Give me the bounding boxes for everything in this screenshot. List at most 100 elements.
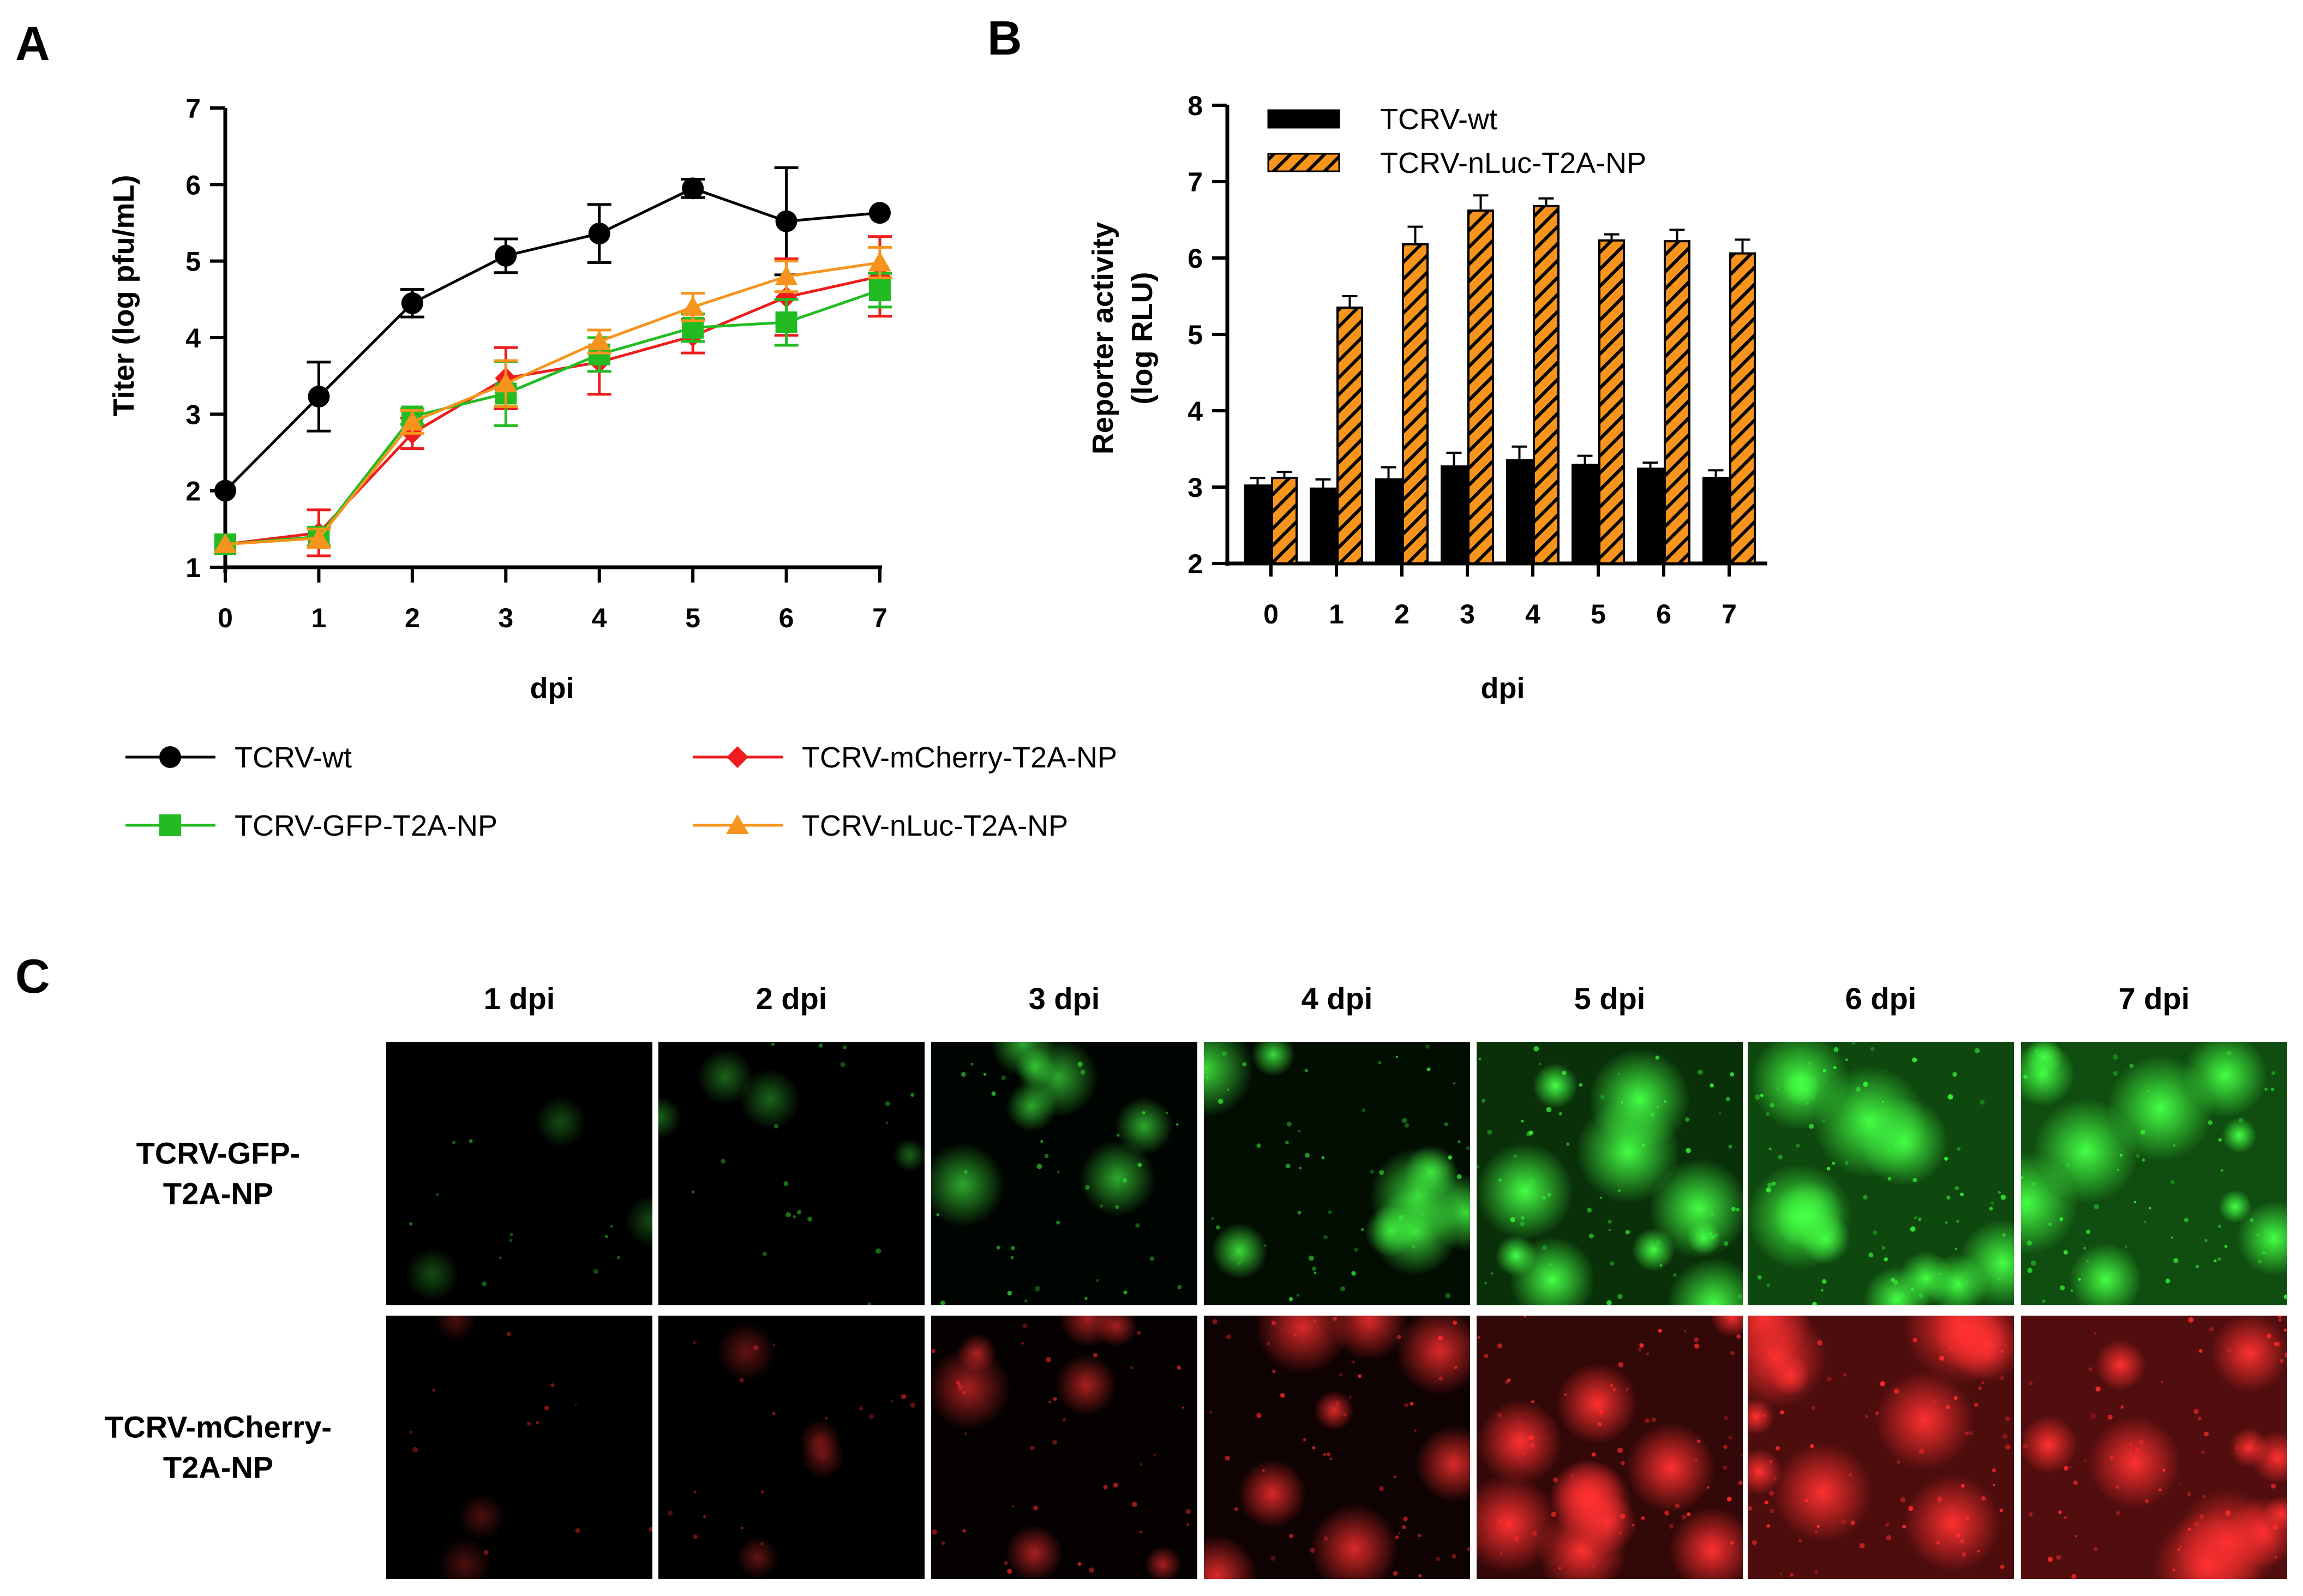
panel-c-speck [1780, 1410, 1784, 1414]
panel-c-cell-blob [1115, 1097, 1173, 1155]
panel-c-speck [1454, 1366, 1458, 1369]
panel-c-speck [2262, 1251, 2266, 1255]
panel-b-y-axis-title-line2: (log RLU) [1126, 272, 1159, 405]
panel-c-speck [2202, 1495, 2206, 1498]
panel-c-speck [2271, 1483, 2276, 1489]
panel-a-y-tick-label: 7 [185, 93, 201, 124]
panel-b-bar [1572, 464, 1598, 565]
panel-a-x-tick-label: 0 [218, 603, 233, 633]
panel-c-speck [1542, 1195, 1546, 1200]
panel-c-speck [2264, 1088, 2268, 1091]
panel-c-speck [1323, 1453, 1327, 1456]
panel-c-speck [1048, 1401, 1051, 1403]
panel-c-speck [1398, 1532, 1401, 1535]
panel-c-speck [2129, 1064, 2134, 1069]
panel-c-cell-blob [1864, 1266, 1930, 1305]
panel-c-speck [2158, 1488, 2162, 1491]
panel-c-speck [2000, 1195, 2006, 1200]
panel-c-speck [1558, 1112, 1562, 1115]
panel-c-speck [1773, 1477, 1777, 1480]
panel-c-speck [825, 1417, 828, 1420]
panel-a-y-tick-label: 2 [185, 476, 201, 507]
panel-c-speck [1298, 1130, 1301, 1132]
panel-c-speck [2119, 1154, 2123, 1157]
panel-c-speck [1618, 1531, 1622, 1535]
panel-c-speck [1358, 1374, 1362, 1378]
panel-c-speck [1780, 1336, 1785, 1341]
panel-c-speck [409, 1431, 412, 1434]
panel-c-speck [1806, 1102, 1809, 1105]
panel-c-speck [526, 1421, 531, 1426]
panel-c-speck [1789, 1573, 1794, 1577]
panel-a-series-line [224, 187, 880, 492]
panel-c-cell-blob [1748, 1448, 1783, 1495]
panel-c-speck [1267, 1342, 1270, 1346]
panel-c-speck [1999, 1508, 2003, 1513]
panel-c-speck [2133, 1201, 2137, 1204]
panel-c-speck [2063, 1250, 2068, 1255]
panel-c-speck [1760, 1094, 1764, 1097]
panel-c-speck [703, 1515, 706, 1519]
panel-c-speck [1122, 1178, 1127, 1183]
panel-c-speck [2038, 1069, 2042, 1073]
panel-c-speck [1965, 1515, 1970, 1520]
panel-c-speck [2227, 1348, 2231, 1352]
panel-c-speck [1884, 1257, 1888, 1262]
panel-a-data-point [307, 527, 331, 547]
panel-c-speck [1736, 1208, 1740, 1211]
panel-c-speck [1323, 1235, 1328, 1239]
panel-c-speck [2030, 1260, 2036, 1266]
panel-c-speck [1558, 1567, 1561, 1570]
panel-c-speck [1100, 1204, 1103, 1208]
panel-c-speck [1723, 1415, 1729, 1420]
panel-c-speck [1833, 1047, 1839, 1052]
panel-a-series [214, 166, 892, 557]
panel-c-speck [1978, 1386, 1982, 1390]
panel-a-series-0 [214, 166, 891, 502]
panel-a-x-tick-label: 4 [592, 603, 607, 633]
panel-c-tile-red-1 [386, 1316, 652, 1579]
panel-c-speck [2198, 1349, 2203, 1353]
panel-c-speck [1507, 1379, 1510, 1382]
panel-c-speck [2071, 1574, 2077, 1579]
panel-a-data-point [869, 279, 891, 301]
panel-c-speck [649, 1527, 652, 1532]
panel-c-speck [970, 1063, 974, 1066]
panel-a-y-axis-title: Titer (log pfu/mL) [107, 175, 140, 417]
panel-c-speck [1221, 1051, 1227, 1057]
panel-c-speck [936, 1213, 940, 1216]
panel-c-speck [1011, 1246, 1015, 1251]
panel-b-y-tick-label: 4 [1188, 396, 1203, 427]
panel-c-cell-blob [1415, 1425, 1470, 1502]
panel-c-cell-blob [1204, 1535, 1257, 1579]
panel-c-speck [1992, 1468, 1996, 1473]
panel-c-speck [962, 1529, 966, 1533]
panel-c-speck [2107, 1414, 2113, 1420]
panel-c-speck [901, 1394, 907, 1400]
panel-c-cell-blob [1095, 1316, 1138, 1347]
panel-c-speck [469, 1139, 473, 1143]
panel-c-speck [772, 1412, 776, 1415]
panel-c-speck [2060, 1285, 2065, 1291]
panel-b-bar [1506, 459, 1533, 565]
panel-c-cell-blob [931, 1346, 1010, 1430]
panel-c-speck [1694, 1343, 1700, 1349]
panel-c-cell-blob [1395, 1316, 1470, 1395]
panel-c-speck [1513, 1154, 1518, 1159]
panel-c-speck [1843, 1373, 1847, 1377]
panel-c-speck [1077, 1562, 1082, 1566]
panel-c-speck [1539, 1063, 1542, 1065]
panel-c-cell-blob [2088, 1416, 2181, 1509]
panel-c-speck [2056, 1555, 2061, 1560]
panel-c-speck [1918, 1293, 1923, 1298]
panel-a-x-tick-label: 2 [405, 603, 420, 633]
panel-c-speck [1034, 1286, 1040, 1292]
panel-c-speck [1010, 1256, 1014, 1259]
panel-c-speck [2058, 1510, 2062, 1514]
panel-c-speck [1399, 1215, 1404, 1220]
panel-c-speck [1641, 1516, 1645, 1520]
panel-c-speck [1723, 1465, 1728, 1470]
panel-c-speck [2113, 1071, 2118, 1076]
panel-c-speck [1491, 1272, 1494, 1275]
panel-c-speck [1498, 1178, 1502, 1182]
